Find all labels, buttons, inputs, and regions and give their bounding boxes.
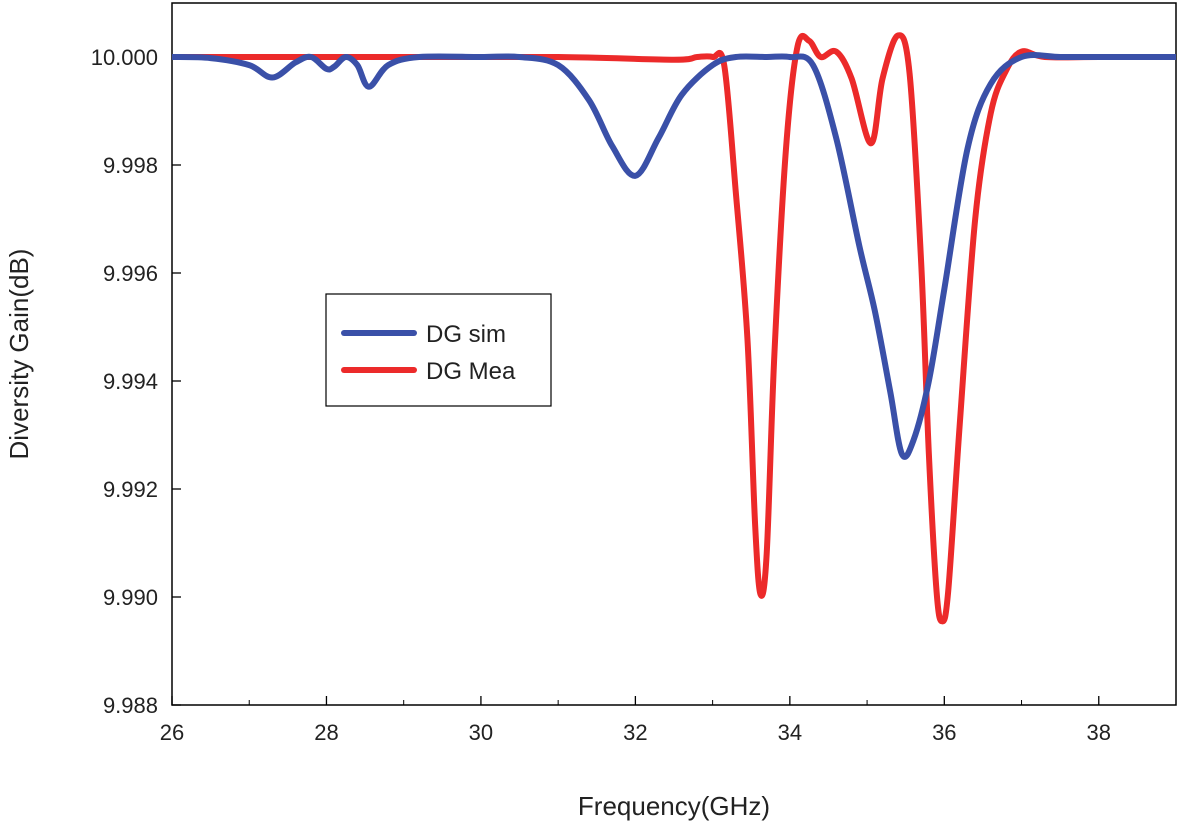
x-tick-label: 28: [314, 720, 338, 745]
y-tick-label: 9.988: [103, 693, 158, 718]
x-tick-label: 34: [778, 720, 802, 745]
y-tick-label: 9.996: [103, 261, 158, 286]
x-tick-label: 30: [469, 720, 493, 745]
legend: DG sim DG Mea: [325, 293, 552, 407]
legend-label-dg-sim: DG sim: [426, 321, 506, 348]
x-tick-label: 26: [160, 720, 184, 745]
x-tick-label: 38: [1087, 720, 1111, 745]
y-tick-label: 10.000: [91, 45, 158, 70]
x-tick-label: 32: [623, 720, 647, 745]
legend-box: [325, 293, 552, 407]
y-tick-label: 9.994: [103, 369, 158, 394]
x-axis: 26 28 30 32 34 36 38: [160, 696, 1111, 745]
series-line-dg-mea: [172, 32, 1176, 625]
x-tick-label: 36: [932, 720, 956, 745]
series-layer: [172, 32, 1176, 625]
y-tick-label: 9.992: [103, 477, 158, 502]
y-axis-title: Diversity Gain(dB): [4, 249, 34, 460]
plot-frame: [171, 2, 1177, 706]
y-tick-label: 9.990: [103, 585, 158, 610]
x-axis-title: Frequency(GHz): [578, 791, 770, 821]
series-line-dg-sim: [172, 52, 1176, 460]
y-tick-label: 9.998: [103, 153, 158, 178]
y-axis: 9.988 9.990 9.992 9.994 9.996 9.998 10.000: [91, 45, 181, 718]
legend-label-dg-mea: DG Mea: [426, 358, 516, 385]
